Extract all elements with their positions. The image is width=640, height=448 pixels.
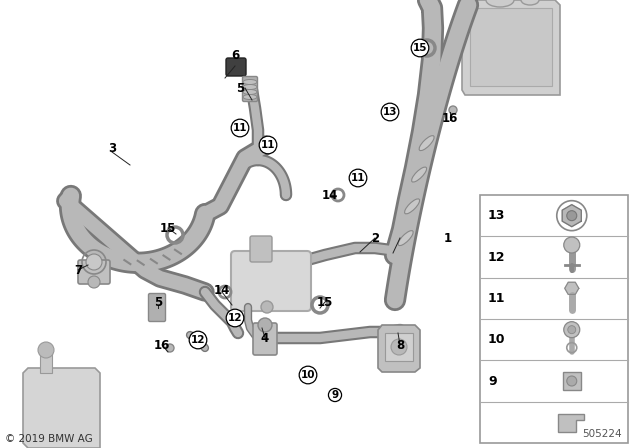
Ellipse shape [243, 85, 257, 90]
Text: 12: 12 [488, 250, 506, 263]
Text: 15: 15 [317, 296, 333, 309]
Ellipse shape [243, 79, 257, 85]
FancyBboxPatch shape [148, 293, 166, 322]
Circle shape [449, 106, 457, 114]
Text: 7: 7 [74, 263, 82, 276]
Text: 11: 11 [233, 123, 247, 133]
Text: 2: 2 [371, 232, 379, 245]
Bar [40, 353, 52, 373]
Ellipse shape [419, 136, 434, 151]
FancyBboxPatch shape [226, 58, 246, 76]
Bar [470, 8, 552, 86]
Text: 6: 6 [231, 48, 239, 61]
Text: 13: 13 [488, 209, 506, 222]
Circle shape [568, 326, 576, 334]
Circle shape [166, 344, 174, 352]
Text: 9: 9 [332, 390, 339, 400]
Text: 11: 11 [260, 140, 275, 150]
Text: 12: 12 [228, 313, 243, 323]
Text: 11: 11 [351, 173, 365, 183]
Text: 15: 15 [413, 43, 428, 53]
Text: © 2019 BMW AG: © 2019 BMW AG [5, 434, 93, 444]
Polygon shape [558, 414, 584, 432]
FancyBboxPatch shape [78, 260, 110, 284]
Circle shape [88, 276, 100, 288]
FancyBboxPatch shape [243, 77, 257, 102]
Text: 3: 3 [108, 142, 116, 155]
Polygon shape [378, 325, 420, 372]
Ellipse shape [486, 0, 514, 7]
Text: 1: 1 [444, 232, 452, 245]
Text: 9: 9 [488, 375, 497, 388]
Polygon shape [23, 368, 100, 448]
Text: 10: 10 [301, 370, 316, 380]
Text: 14: 14 [214, 284, 230, 297]
Ellipse shape [243, 95, 257, 99]
Text: 5: 5 [236, 82, 244, 95]
Circle shape [567, 376, 577, 386]
Ellipse shape [243, 90, 257, 95]
Ellipse shape [398, 231, 413, 246]
Bar [480, 195, 628, 443]
Text: 505224: 505224 [582, 429, 622, 439]
Polygon shape [462, 0, 560, 95]
Text: 16: 16 [442, 112, 458, 125]
Circle shape [86, 254, 102, 270]
Bar [385, 333, 413, 361]
Polygon shape [564, 282, 579, 294]
Circle shape [564, 237, 580, 253]
Circle shape [391, 339, 407, 355]
Text: 14: 14 [322, 189, 338, 202]
Bar [563, 372, 580, 390]
Circle shape [38, 342, 54, 358]
Text: 11: 11 [488, 292, 506, 305]
Text: 4: 4 [261, 332, 269, 345]
FancyBboxPatch shape [231, 251, 311, 311]
Circle shape [261, 301, 273, 313]
Ellipse shape [404, 199, 420, 214]
Ellipse shape [412, 167, 427, 182]
Circle shape [258, 318, 272, 332]
Polygon shape [562, 205, 581, 227]
Text: 12: 12 [191, 335, 205, 345]
Ellipse shape [521, 0, 539, 5]
Text: 10: 10 [488, 333, 506, 346]
FancyBboxPatch shape [250, 236, 272, 262]
Text: 8: 8 [396, 339, 404, 352]
Text: 16: 16 [154, 339, 170, 352]
Circle shape [564, 322, 580, 338]
Circle shape [567, 211, 577, 221]
Text: 15: 15 [160, 221, 176, 234]
Text: 5: 5 [154, 296, 162, 309]
FancyBboxPatch shape [253, 323, 277, 355]
Text: 13: 13 [383, 107, 397, 117]
